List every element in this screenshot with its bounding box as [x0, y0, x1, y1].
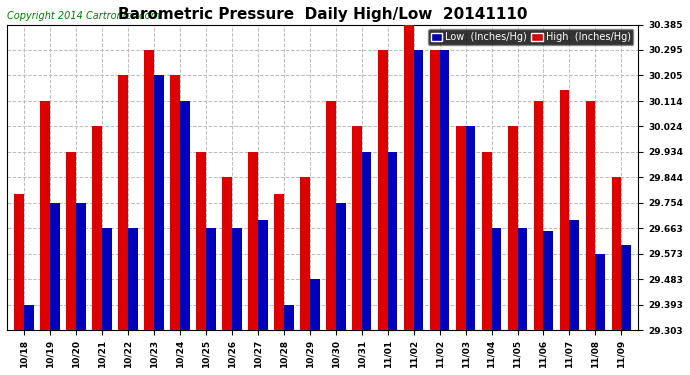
Bar [248, 152, 257, 330]
Bar [377, 50, 388, 330]
Bar [170, 75, 179, 330]
Bar [362, 152, 371, 330]
Bar [482, 152, 491, 330]
Text: Copyright 2014 Cartronics.com: Copyright 2014 Cartronics.com [7, 12, 160, 21]
Bar [299, 177, 310, 330]
Bar [179, 101, 190, 330]
Bar [491, 228, 502, 330]
Bar [154, 75, 164, 330]
Bar [257, 220, 268, 330]
Bar [440, 50, 449, 330]
Bar [518, 228, 527, 330]
Bar [413, 50, 424, 330]
Bar [206, 228, 215, 330]
Bar [430, 50, 440, 330]
Bar [586, 101, 595, 330]
Bar [196, 152, 206, 330]
Bar [508, 126, 518, 330]
Bar [310, 279, 319, 330]
Bar [404, 24, 413, 330]
Bar [326, 101, 335, 330]
Bar [622, 245, 631, 330]
Bar [118, 75, 128, 330]
Bar [611, 177, 622, 330]
Bar [284, 304, 293, 330]
Bar [274, 194, 284, 330]
Bar [455, 126, 466, 330]
Bar [595, 254, 605, 330]
Bar [14, 194, 24, 330]
Bar [352, 126, 362, 330]
Bar [24, 304, 34, 330]
Bar [335, 203, 346, 330]
Bar [40, 101, 50, 330]
Bar [533, 101, 544, 330]
Bar [560, 90, 569, 330]
Bar [388, 152, 397, 330]
Title: Barometric Pressure  Daily High/Low  20141110: Barometric Pressure Daily High/Low 20141… [118, 7, 527, 22]
Bar [466, 126, 475, 330]
Bar [128, 228, 137, 330]
Bar [76, 203, 86, 330]
Bar [569, 220, 580, 330]
Bar [50, 203, 60, 330]
Bar [92, 126, 102, 330]
Bar [102, 228, 112, 330]
Bar [66, 152, 76, 330]
Bar [232, 228, 241, 330]
Bar [221, 177, 232, 330]
Bar [144, 50, 154, 330]
Bar [544, 231, 553, 330]
Legend: Low  (Inches/Hg), High  (Inches/Hg): Low (Inches/Hg), High (Inches/Hg) [428, 29, 633, 45]
